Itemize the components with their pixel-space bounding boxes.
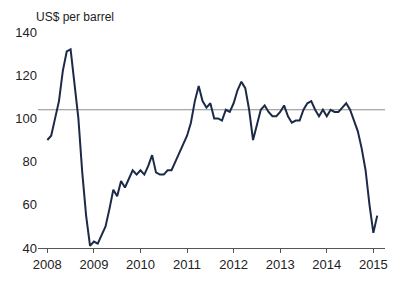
svg-text:80: 80 — [23, 154, 37, 169]
svg-text:2010: 2010 — [126, 257, 155, 272]
svg-text:2013: 2013 — [266, 257, 295, 272]
svg-text:120: 120 — [15, 68, 37, 83]
svg-text:2015: 2015 — [359, 257, 388, 272]
svg-text:2011: 2011 — [173, 257, 201, 272]
svg-text:2008: 2008 — [33, 257, 62, 272]
svg-text:2014: 2014 — [312, 257, 341, 272]
svg-text:100: 100 — [15, 111, 37, 126]
svg-text:40: 40 — [23, 241, 37, 256]
svg-text:2012: 2012 — [219, 257, 248, 272]
svg-text:US$ per barrel: US$ per barrel — [36, 10, 114, 24]
svg-text:2009: 2009 — [79, 257, 108, 272]
svg-text:140: 140 — [15, 25, 37, 40]
svg-text:60: 60 — [23, 197, 37, 212]
